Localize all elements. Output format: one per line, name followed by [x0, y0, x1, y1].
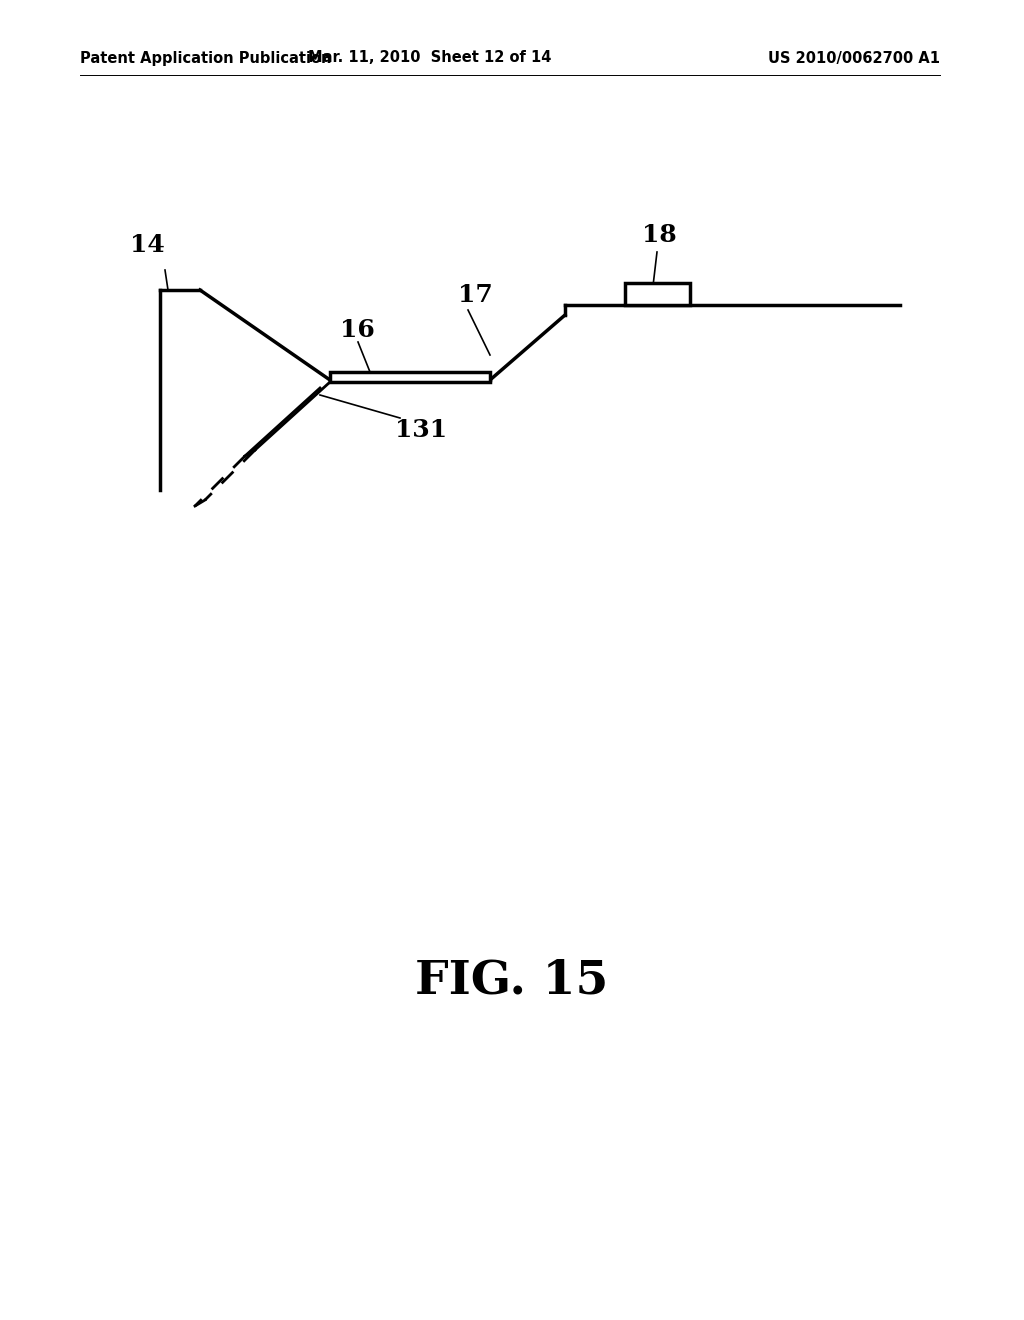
Bar: [330, 372, 490, 381]
Bar: [625, 282, 690, 305]
Text: FIG. 15: FIG. 15: [416, 957, 608, 1003]
Text: 18: 18: [642, 223, 677, 247]
Text: 17: 17: [458, 282, 493, 308]
Text: 131: 131: [395, 418, 447, 442]
Text: Patent Application Publication: Patent Application Publication: [80, 50, 332, 66]
Text: US 2010/0062700 A1: US 2010/0062700 A1: [768, 50, 940, 66]
Text: 14: 14: [130, 234, 165, 257]
Text: 16: 16: [340, 318, 375, 342]
Text: Mar. 11, 2010  Sheet 12 of 14: Mar. 11, 2010 Sheet 12 of 14: [308, 50, 552, 66]
